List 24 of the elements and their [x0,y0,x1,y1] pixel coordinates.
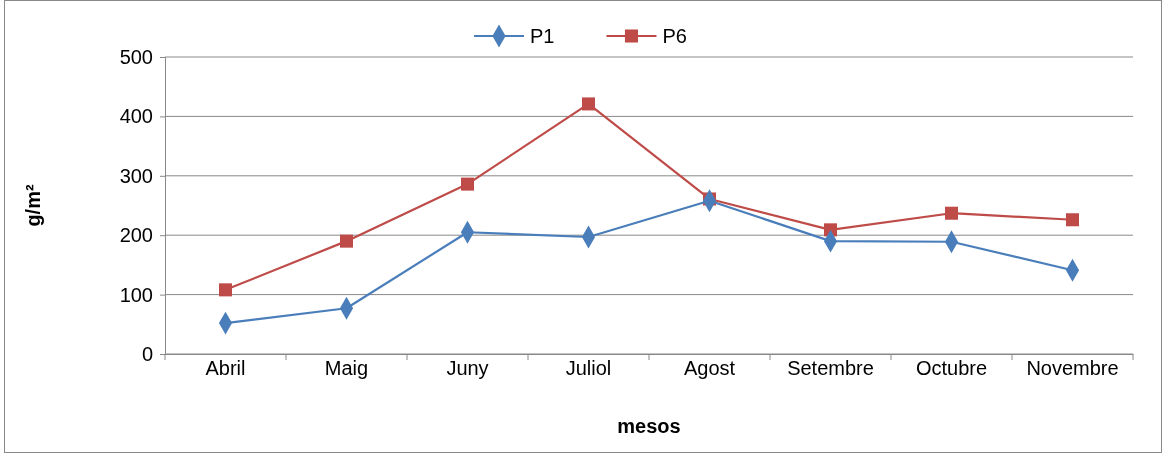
point [460,177,475,191]
y-tick-label: 400 [119,105,153,128]
legend-label: P1 [530,25,555,47]
x-tick-label: Juny [446,357,489,379]
point [218,283,233,297]
y-tick-label: 0 [141,342,153,365]
x-tick-label: Juliol [565,357,612,379]
x-tick-label: Setembre [787,357,874,379]
point [1065,213,1080,227]
point [944,206,959,220]
x-tick-label: Agost [683,357,736,379]
y-tick-label: 300 [119,164,153,187]
point [581,97,596,111]
y-tick-label: 200 [119,224,153,247]
x-axis-title: mesos [617,415,681,437]
point [339,234,354,248]
y-tick-label: 100 [119,283,153,306]
x-tick-label: Novembre [1026,357,1119,379]
y-axis-title: g/m² [22,184,44,227]
legend-label: P6 [662,25,687,47]
x-tick-label: Abril [205,357,246,379]
y-tick-label: 500 [119,45,153,68]
x-tick-label: Maig [324,357,369,379]
x-tick-label: Octubre [915,357,988,379]
